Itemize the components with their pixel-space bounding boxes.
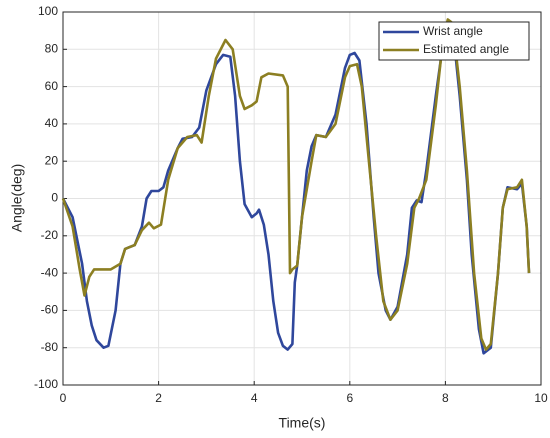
legend-box xyxy=(378,21,530,61)
x-tick-label: 0 xyxy=(60,391,67,405)
legend-label: Wrist angle xyxy=(423,24,483,38)
y-tick-label: -60 xyxy=(41,303,59,317)
y-tick-label: 20 xyxy=(45,153,59,167)
x-tick-label: 10 xyxy=(534,391,548,405)
y-tick-label: -100 xyxy=(34,377,58,391)
y-tick-label: -40 xyxy=(41,265,59,279)
x-tick-label: 6 xyxy=(346,391,353,405)
y-tick-label: 100 xyxy=(38,4,58,18)
data-line xyxy=(61,18,531,351)
x-tick-label: 8 xyxy=(442,391,449,405)
legend: Wrist angle Estimated angle xyxy=(378,21,530,61)
y-tick-label: 0 xyxy=(51,191,58,205)
y-tick-label: 40 xyxy=(45,116,59,130)
y-tick-label: 60 xyxy=(45,79,59,93)
x-tick-label: 4 xyxy=(251,391,258,405)
y-tick-label: -20 xyxy=(41,228,59,242)
y-tick-label: -80 xyxy=(41,340,59,354)
x-tick-label: 2 xyxy=(155,391,162,405)
x-axis-label: Time(s) xyxy=(279,415,326,431)
y-axis-label: Angle(deg) xyxy=(9,164,25,233)
y-tick-label: 80 xyxy=(45,41,59,55)
legend-label: Estimated angle xyxy=(423,42,509,56)
